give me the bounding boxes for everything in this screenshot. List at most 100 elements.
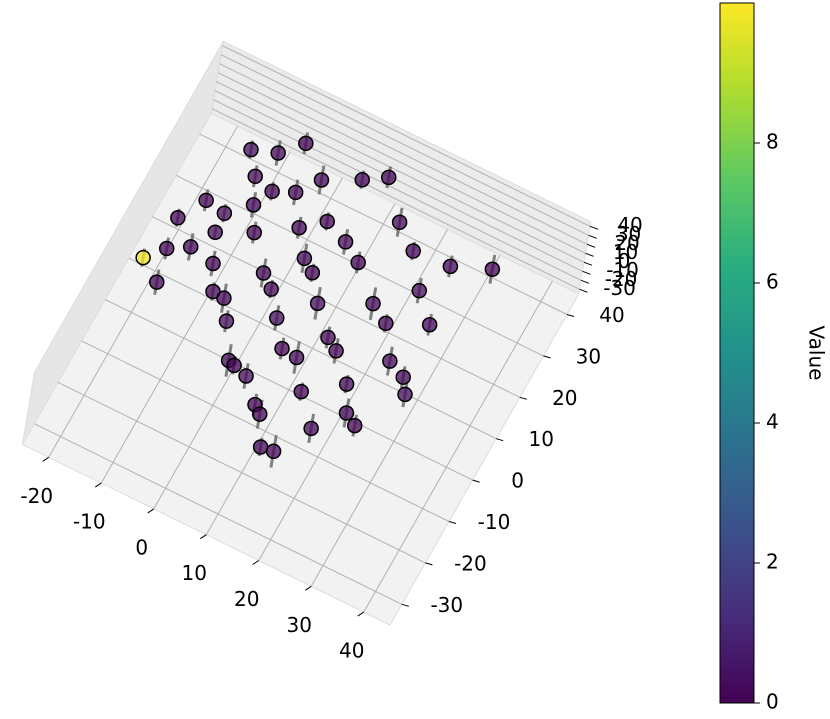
z-tick-label: -10 xyxy=(606,258,639,282)
point xyxy=(395,369,411,385)
grid-line xyxy=(214,90,583,272)
point xyxy=(309,295,326,312)
point xyxy=(252,406,268,422)
y-tick xyxy=(401,603,409,607)
point xyxy=(265,443,282,460)
grid-line xyxy=(57,381,426,564)
point xyxy=(252,439,269,455)
point xyxy=(397,386,413,403)
point xyxy=(269,310,285,326)
z-tick-label: 0 xyxy=(618,249,631,273)
x-tick xyxy=(252,560,260,565)
y-tick-label: -20 xyxy=(454,551,487,575)
point xyxy=(484,261,501,278)
x-tick xyxy=(199,534,207,540)
y-tick-label: 0 xyxy=(511,469,524,493)
point xyxy=(245,197,262,213)
point xyxy=(391,214,408,231)
point xyxy=(350,254,366,271)
point xyxy=(238,368,254,384)
z-tick-label: -20 xyxy=(605,267,638,291)
grid-line xyxy=(220,54,589,236)
y-tick xyxy=(519,396,527,400)
plot-3d: -20-10010203040-30-20-10010203040-30-20-… xyxy=(20,40,643,663)
grid-line xyxy=(213,99,582,281)
y-tick-label: 10 xyxy=(528,427,553,451)
point xyxy=(270,145,286,161)
z-tick xyxy=(585,252,594,257)
point xyxy=(304,264,321,281)
y-tick-label: 40 xyxy=(599,303,624,327)
y-tick xyxy=(448,521,457,524)
point xyxy=(135,249,151,266)
x-tick xyxy=(304,585,312,591)
grid-line xyxy=(217,72,586,254)
z-tick xyxy=(589,225,599,230)
y-tick-label: -30 xyxy=(430,593,463,617)
z-tick-label: 20 xyxy=(614,231,639,255)
x-tick-label: -10 xyxy=(73,510,106,534)
point xyxy=(442,258,459,275)
grid-line xyxy=(216,81,585,263)
point xyxy=(170,210,186,226)
y-tick xyxy=(496,438,504,442)
grid-line xyxy=(34,423,403,605)
point xyxy=(298,135,314,152)
point xyxy=(421,317,438,333)
point xyxy=(243,141,259,158)
point xyxy=(246,224,262,241)
point xyxy=(263,281,279,297)
point xyxy=(247,168,263,185)
x-tick xyxy=(94,482,102,488)
side-pane xyxy=(22,40,224,445)
point xyxy=(365,295,381,312)
point xyxy=(182,239,199,255)
y-tick-label: 30 xyxy=(576,344,601,368)
grid-line xyxy=(222,45,591,227)
point xyxy=(216,290,232,306)
point xyxy=(378,315,394,332)
point xyxy=(287,184,304,201)
colorbar-tick-label: 2 xyxy=(766,550,779,574)
x-tick xyxy=(147,508,155,514)
x-tick-label: 40 xyxy=(339,639,364,663)
point xyxy=(411,282,428,299)
z-tick-label: -30 xyxy=(603,276,636,300)
point xyxy=(288,349,305,366)
point xyxy=(405,243,421,259)
colorbar-label: Value xyxy=(805,326,829,381)
colorbar-tick-label: 8 xyxy=(766,130,779,154)
z-tick-label: 10 xyxy=(613,240,638,264)
z-tick xyxy=(580,279,590,284)
y-tick xyxy=(543,355,551,359)
grid-line xyxy=(199,133,568,315)
grid-line xyxy=(128,257,497,440)
point xyxy=(337,234,354,250)
point xyxy=(291,219,307,236)
point xyxy=(319,213,335,230)
z-tick xyxy=(583,261,593,266)
z-tick-label: 30 xyxy=(616,222,641,246)
point xyxy=(320,329,336,346)
point xyxy=(158,240,175,257)
colorbar-tick-label: 6 xyxy=(766,270,779,294)
colorbar-axis: 0 2 4 6 8 xyxy=(754,130,779,714)
y-tick xyxy=(472,479,480,483)
grid-line xyxy=(211,108,580,290)
z-tick xyxy=(588,234,597,239)
y-tick-label: 20 xyxy=(552,386,577,410)
x-tick xyxy=(42,456,50,462)
point xyxy=(293,383,309,400)
point xyxy=(380,169,397,186)
point xyxy=(205,255,221,272)
point xyxy=(313,172,330,188)
point xyxy=(346,417,363,434)
x-tick xyxy=(357,611,365,617)
grid-line xyxy=(219,63,588,245)
point xyxy=(226,357,242,374)
point xyxy=(354,172,370,188)
point xyxy=(198,192,214,209)
x-tick-label: 10 xyxy=(182,561,207,585)
point xyxy=(303,420,319,437)
